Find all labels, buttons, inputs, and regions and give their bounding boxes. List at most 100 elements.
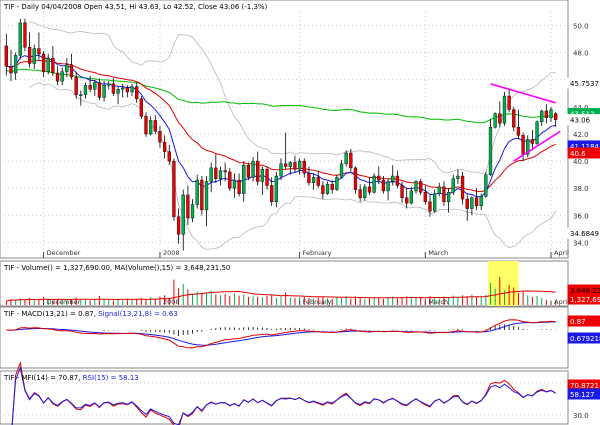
bollinger-bands <box>29 21 557 250</box>
candle-down <box>554 113 558 120</box>
mfi-tag-bg <box>567 388 600 400</box>
candle-up <box>46 57 50 72</box>
macd-tag-bg <box>567 332 600 344</box>
trend-lines <box>490 83 561 162</box>
candle-up <box>456 175 460 179</box>
candle-up <box>190 204 195 219</box>
candle-down <box>302 160 306 174</box>
candle-up <box>204 181 209 211</box>
mfi-tick-label: 30.0 <box>573 412 589 420</box>
date-tick-label: April <box>554 249 569 257</box>
candle-down <box>88 84 92 90</box>
candle-down <box>270 185 274 202</box>
candle-up <box>502 95 507 124</box>
candle-down <box>460 175 465 200</box>
volume-ma-line <box>6 290 556 302</box>
candle-up <box>32 48 36 64</box>
candle-down <box>200 179 204 211</box>
candle-down <box>4 45 8 67</box>
candle-down <box>237 179 241 194</box>
candle-up <box>288 162 292 167</box>
candle-up <box>386 181 390 192</box>
volume-tag-bg <box>567 293 600 305</box>
candle-down <box>405 197 409 204</box>
candle-down <box>395 175 400 186</box>
candle-down <box>419 181 423 193</box>
candle-down <box>284 163 288 167</box>
candle-up <box>488 127 493 175</box>
candle-down <box>125 87 130 93</box>
candle-up <box>325 183 330 194</box>
candle-down <box>139 98 143 117</box>
price-tag: 40.6 <box>570 150 586 158</box>
candle-down <box>307 173 311 184</box>
candle-up <box>149 120 153 135</box>
candle-up <box>493 113 497 128</box>
candle-up <box>195 179 199 205</box>
candle-down <box>353 167 358 190</box>
candle-up <box>391 175 395 182</box>
rsi-line <box>11 365 556 425</box>
candle-down <box>400 185 404 198</box>
candle-up <box>526 139 530 155</box>
price-tick-label: 48.0 <box>573 50 589 58</box>
upper-band <box>29 21 556 174</box>
volume-tag: 1,327,690 <box>570 296 600 304</box>
candle-up <box>437 186 441 194</box>
candle-down <box>423 192 427 202</box>
candle-up <box>479 196 483 207</box>
candle-up <box>335 177 339 190</box>
candle-down <box>358 189 362 198</box>
volume-tag: 3,648,231 <box>570 287 600 295</box>
candle-up <box>279 163 283 177</box>
candle-down <box>367 186 372 193</box>
candle-up <box>121 87 125 90</box>
volume-ma <box>6 290 556 302</box>
candle-up <box>79 94 83 96</box>
candle-down <box>37 48 41 55</box>
candle-up <box>209 167 213 182</box>
volume-title: TIF - Volume() = 1,327,690.00, MA(Volume… <box>3 264 230 272</box>
lower-trend-line <box>513 130 561 162</box>
candle-up <box>549 109 553 118</box>
candle-up <box>260 169 265 182</box>
candle-down <box>55 72 60 82</box>
candle-up <box>363 186 367 198</box>
price-tag-bg <box>567 227 600 239</box>
volume-date-axis: December 2008 February March April <box>43 298 569 306</box>
candle-up <box>116 89 120 94</box>
volume-date-tick-label: April <box>554 298 569 306</box>
price-tag-bg <box>567 147 600 159</box>
date-tick-label: February <box>303 249 332 257</box>
candle-down <box>516 127 521 136</box>
lower-band <box>29 82 557 250</box>
candle-down <box>23 22 27 48</box>
volume-tags: 3,648,2311,327,690 <box>567 284 600 305</box>
mfi-tag: 70.8721 <box>570 382 599 390</box>
mfi-lines <box>11 360 556 425</box>
candle-down <box>381 179 386 192</box>
candle-up <box>181 194 185 235</box>
candle-down <box>507 95 511 110</box>
mfi-title: TIF - MFI(14) = 70.87, RSI(15) = 58.13 <box>3 374 139 382</box>
candle-down <box>158 131 162 143</box>
candle-down <box>27 47 32 64</box>
candle-up <box>107 83 111 86</box>
mfi-grid <box>0 382 568 416</box>
candle-up <box>102 84 106 98</box>
candle-up <box>372 175 376 193</box>
candle-up <box>470 197 474 209</box>
candle-down <box>41 53 46 72</box>
macd-tags: 0.87 0.679218 <box>567 315 600 344</box>
candle-up <box>251 160 255 178</box>
price-tick-label: 44.0 <box>573 104 589 112</box>
macd-lines <box>6 319 556 349</box>
candle-down <box>172 160 176 217</box>
macd-line <box>6 319 556 349</box>
candle-down <box>97 82 102 98</box>
candle-up <box>297 160 302 170</box>
volume-panel-frame <box>0 260 569 307</box>
macd-panel: 0.87 0.679218 TIF - MACD(13,21) = 0.87, S… <box>0 306 600 369</box>
